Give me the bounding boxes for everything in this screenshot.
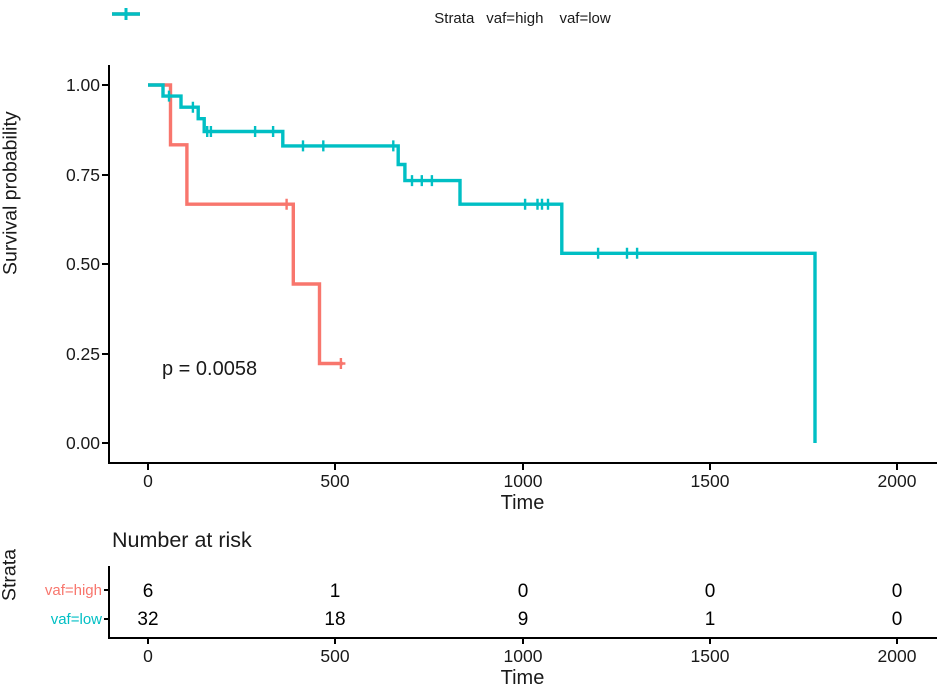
censor-mark [622, 247, 632, 259]
risk-count-vaf=high-t500: 1 [329, 581, 341, 602]
x-tick-label: 500 [320, 471, 350, 491]
risk-count-vaf=low-t500: 18 [324, 609, 346, 630]
risk-row-tick-low [104, 618, 109, 620]
x-tick-mark [709, 464, 711, 470]
censor-mark [417, 175, 427, 187]
x-tick-mark [334, 464, 336, 470]
x-tick-label: 1000 [503, 471, 543, 491]
y-tick-label: 0.25 [65, 344, 100, 364]
risk-x-tick-mark [334, 639, 336, 644]
risk-x-tick-label: 2000 [877, 646, 917, 666]
risk-x-tick-mark [709, 639, 711, 644]
risk-count-vaf=low-t2000: 0 [891, 609, 903, 630]
risk-x-tick-label: 0 [143, 646, 153, 666]
x-axis-title: Time [500, 492, 545, 514]
x-tick-label: 2000 [877, 471, 917, 491]
censor-mark [632, 247, 642, 259]
legend: Strata vaf=high vaf=low [110, 5, 935, 31]
risk-count-vaf=low-t1500: 1 [704, 609, 716, 630]
y-tick-mark [102, 353, 108, 355]
censor-mark [206, 126, 216, 137]
censor-mark [268, 126, 278, 137]
y-tick-mark [102, 442, 108, 444]
risk-row-label-vaf-high: vaf=high [44, 582, 102, 599]
legend-key-low-icon [112, 8, 140, 20]
risk-row-tick-high [104, 589, 109, 591]
censor-mark [427, 175, 437, 187]
censor-mark [520, 198, 530, 210]
risk-x-tick-mark [896, 639, 898, 644]
risk-table-x-axis-line [108, 637, 937, 639]
survival-curve-vaf=high [148, 83, 343, 366]
risk-x-tick-mark [147, 639, 149, 644]
survival-curve-vaf=low [148, 83, 817, 443]
censor-mark [336, 358, 346, 369]
legend-label-vaf-high: vaf=high [486, 9, 544, 27]
legend-label-vaf-low: vaf=low [559, 9, 611, 27]
x-tick-mark [147, 464, 149, 470]
censor-mark [298, 140, 308, 152]
x-tick-mark [896, 464, 898, 470]
risk-count-vaf=high-t1500: 0 [704, 581, 716, 602]
risk-row-label-vaf-low: vaf=low [50, 611, 102, 628]
risk-table-title: Number at risk [112, 528, 252, 552]
censor-mark [593, 247, 603, 259]
censor-mark [282, 198, 292, 210]
x-tick-label: 1500 [690, 471, 730, 491]
y-tick-label: 0.00 [65, 433, 100, 453]
risk-x-tick-label: 1500 [690, 646, 730, 666]
risk-table-y-axis-line [108, 566, 110, 638]
risk-count-vaf=low-t1000: 9 [517, 609, 529, 630]
y-tick-mark [102, 263, 108, 265]
legend-title: Strata [434, 9, 475, 27]
y-tick-mark [102, 84, 108, 86]
censor-mark [543, 198, 553, 210]
x-tick-label: 0 [143, 471, 153, 491]
y-axis-line [108, 65, 110, 464]
risk-x-tick-label: 500 [320, 646, 350, 666]
y-tick-label: 1.00 [65, 75, 100, 95]
censor-mark [164, 90, 174, 102]
risk-count-vaf=high-t2000: 0 [891, 581, 903, 602]
censor-mark [388, 140, 398, 152]
y-tick-label: 0.50 [65, 254, 100, 274]
censor-mark [407, 175, 417, 187]
censor-mark [250, 126, 260, 137]
risk-count-vaf=high-t1000: 0 [517, 581, 529, 602]
y-tick-mark [102, 174, 108, 176]
risk-count-vaf=high-t0: 6 [142, 581, 154, 602]
x-axis-line [108, 462, 937, 464]
p-value-annotation: p = 0.0058 [162, 358, 258, 380]
censor-mark [318, 140, 328, 152]
y-tick-label: 0.75 [65, 165, 100, 185]
risk-count-vaf=low-t0: 32 [137, 609, 159, 630]
censor-mark [188, 101, 198, 113]
risk-x-tick-mark [522, 639, 524, 644]
x-tick-mark [522, 464, 524, 470]
risk-x-tick-label: 1000 [503, 646, 543, 666]
risk-table-x-axis-title: Time [500, 667, 545, 689]
